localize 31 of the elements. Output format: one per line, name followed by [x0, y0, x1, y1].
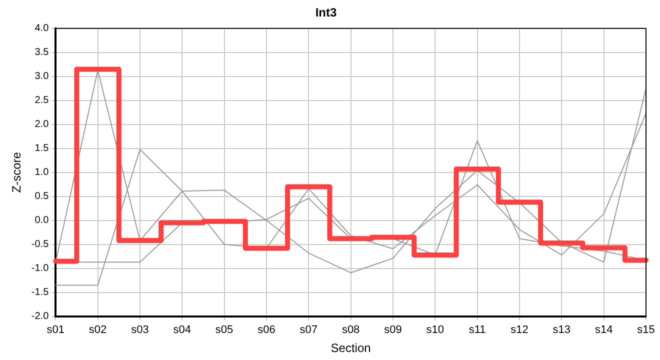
chart-title: Int3	[315, 6, 337, 20]
y-tick-label: 2.0	[34, 119, 50, 130]
x-tick-label: s10	[426, 324, 444, 336]
y-tick-label: 1.5	[34, 143, 50, 154]
y-tick-label: 3.5	[34, 47, 50, 58]
y-tick-label: 0.0	[34, 215, 50, 226]
y-tick-label: -0.5	[31, 239, 50, 250]
x-tick-label: s08	[342, 324, 360, 336]
x-tick-label: s04	[173, 324, 192, 336]
y-tick-label: 2.5	[34, 95, 50, 106]
x-tick-label: s07	[300, 324, 318, 336]
x-axis-title: Section	[330, 341, 371, 356]
y-tick-label: 0.5	[34, 191, 50, 202]
x-tick-label: s15	[637, 324, 655, 336]
x-tick-label: s11	[468, 324, 486, 336]
x-tick-label: s03	[131, 324, 149, 336]
y-tick-label: -1.5	[31, 287, 50, 298]
x-tick-label: s02	[88, 324, 107, 336]
x-tick-label: s06	[258, 324, 276, 336]
x-tick-label: s12	[510, 324, 528, 336]
y-axis-title: Z-score	[10, 152, 24, 193]
y-tick-label: 3.0	[34, 71, 50, 82]
x-tick-label: s14	[594, 324, 613, 336]
y-tick-label: -2.0	[31, 311, 50, 322]
x-tick-label: s09	[384, 324, 402, 336]
y-tick-label: 1.0	[34, 167, 50, 178]
y-tick-label: -1.0	[31, 263, 50, 274]
x-tick-label: s01	[46, 324, 65, 336]
y-tick-label: 4.0	[34, 23, 50, 34]
x-tick-label: s13	[552, 324, 571, 336]
x-tick-label: s05	[215, 324, 234, 336]
